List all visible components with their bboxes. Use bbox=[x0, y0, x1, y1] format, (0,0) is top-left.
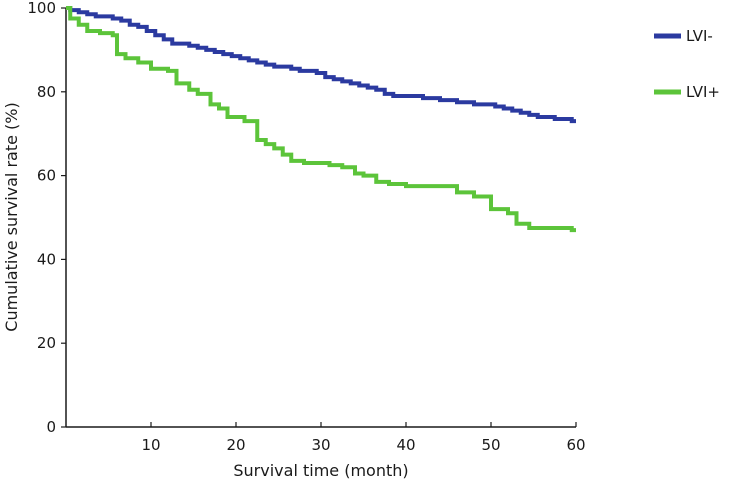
x-tick-label: 40 bbox=[396, 436, 415, 454]
x-axis-title: Survival time (month) bbox=[233, 461, 408, 480]
x-ticks: 10 20 30 40 50 60 bbox=[141, 422, 586, 454]
y-tick-label: 60 bbox=[37, 167, 56, 185]
series-line-lvi-pos bbox=[66, 6, 576, 233]
legend-item-lvi-neg: LVI- bbox=[654, 27, 713, 45]
y-ticks: 0 20 40 60 80 100 bbox=[27, 0, 66, 436]
y-tick-label: 0 bbox=[46, 418, 56, 436]
y-axis-title: Cumulative survival rate (%) bbox=[2, 102, 21, 331]
x-tick-label: 30 bbox=[311, 436, 330, 454]
legend: LVI- LVI+ bbox=[654, 27, 720, 101]
legend-item-lvi-pos: LVI+ bbox=[654, 83, 720, 101]
x-tick-label: 60 bbox=[566, 436, 585, 454]
series-line-lvi-neg bbox=[66, 6, 576, 124]
y-tick-label: 80 bbox=[37, 83, 56, 101]
y-tick-label: 100 bbox=[27, 0, 56, 17]
x-tick-label: 10 bbox=[141, 436, 160, 454]
series-layer bbox=[66, 6, 576, 233]
x-tick-label: 50 bbox=[481, 436, 500, 454]
plot-area: 0 20 40 60 80 100 10 20 30 40 50 60 bbox=[27, 0, 585, 454]
legend-label-lvi-pos: LVI+ bbox=[686, 83, 720, 101]
x-tick-label: 20 bbox=[226, 436, 245, 454]
y-tick-label: 40 bbox=[37, 250, 56, 268]
y-tick-label: 20 bbox=[37, 334, 56, 352]
legend-label-lvi-neg: LVI- bbox=[686, 27, 713, 45]
